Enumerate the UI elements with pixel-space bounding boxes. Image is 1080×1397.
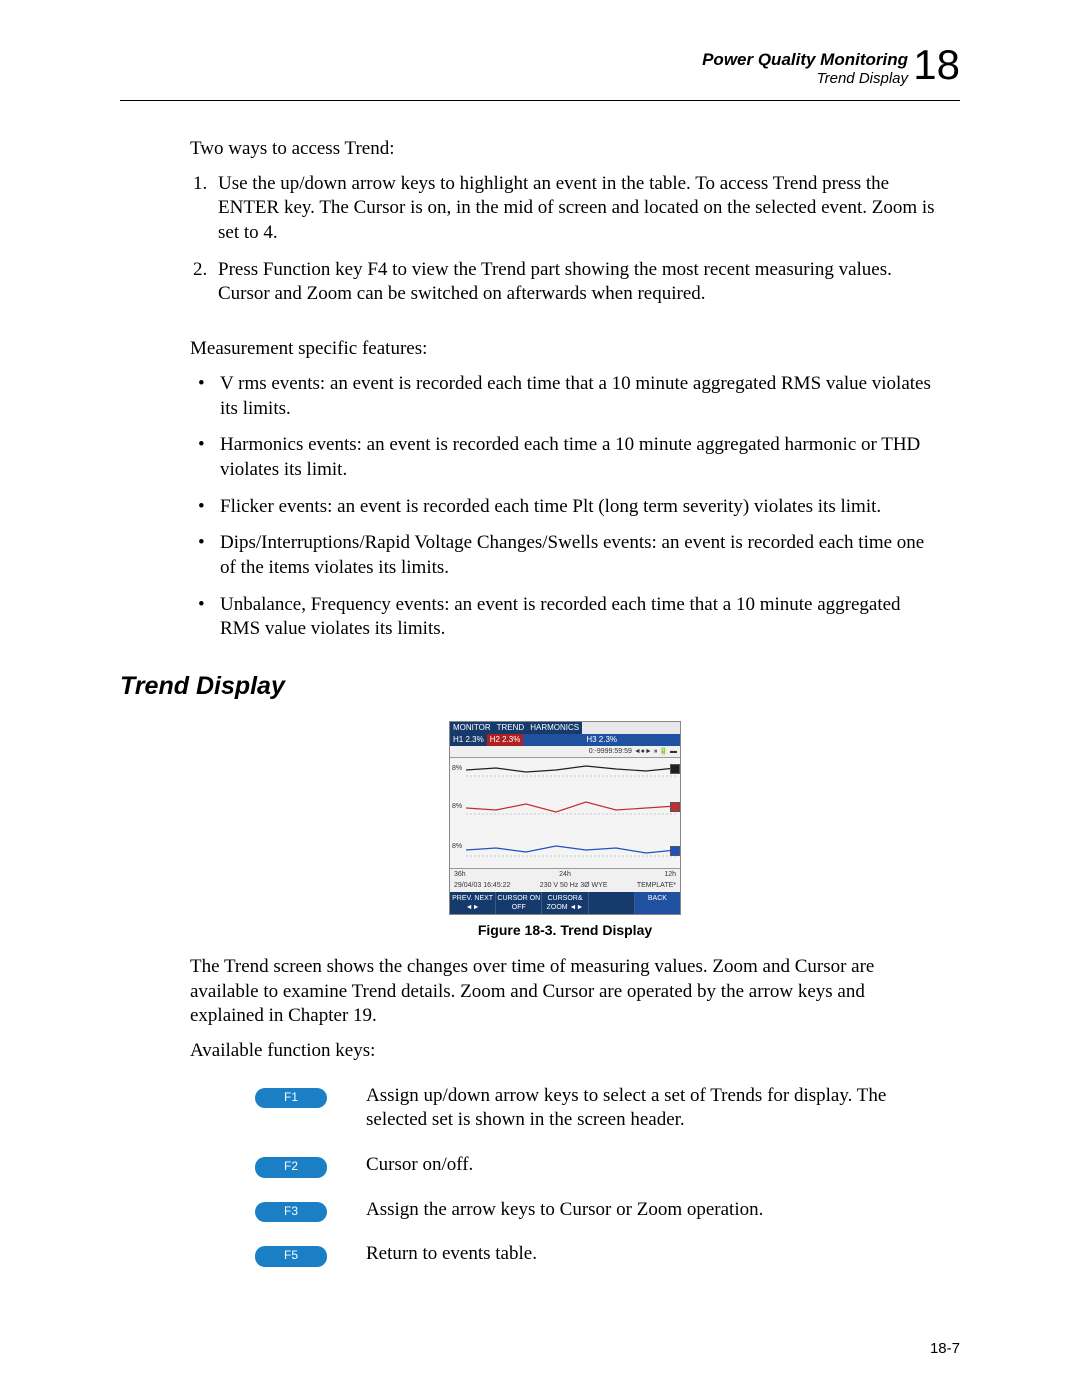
scr-xaxis-label: 36h <box>454 870 466 879</box>
intro-line: Two ways to access Trend: <box>190 137 940 162</box>
scr-softkey: BACK <box>635 892 680 914</box>
function-key-row: F2 Cursor on/off. <box>226 1143 916 1188</box>
function-key-table: F1 Assign up/down arrow keys to select a … <box>226 1074 916 1277</box>
bullet-item: Unbalance, Frequency events: an event is… <box>190 593 940 642</box>
numbered-list: Use the up/down arrow keys to highlight … <box>190 172 940 307</box>
bullet-item: Dips/Interruptions/Rapid Voltage Changes… <box>190 531 940 580</box>
scr-softkey: PREV. NEXT ◄► <box>450 892 496 914</box>
scr-softkey <box>589 892 635 914</box>
scr-xaxis-label: 24h <box>559 870 571 879</box>
scr-plot: 8% 8% 8% <box>450 757 680 869</box>
page: Power Quality Monitoring Trend Display 1… <box>0 0 1080 1397</box>
scr-plot-svg <box>466 758 676 868</box>
bullet-item: Flicker events: an event is recorded eac… <box>190 495 940 520</box>
function-key-badge: F1 <box>255 1088 327 1109</box>
scr-status: 29/04/03 16:45:22 230 V 50 Hz 3Ø WYE TEM… <box>450 880 680 891</box>
bullet-item: Harmonics events: an event is recorded e… <box>190 433 940 482</box>
function-key-cell: F1 <box>226 1074 356 1143</box>
scr-softkeys: PREV. NEXT ◄► CURSOR ON OFF CURSOR& ZOOM… <box>450 892 680 914</box>
function-key-desc: Assign up/down arrow keys to select a se… <box>356 1074 916 1143</box>
scr-softkey: CURSOR ON OFF <box>496 892 542 914</box>
function-key-row: F5 Return to events table. <box>226 1232 916 1277</box>
scr-title-seg: TREND <box>494 722 528 734</box>
page-header: Power Quality Monitoring Trend Display 1… <box>120 50 960 101</box>
function-key-badge: F2 <box>255 1157 327 1178</box>
header-text: Power Quality Monitoring Trend Display <box>702 50 908 87</box>
series-marker-icon <box>670 802 680 812</box>
content-body: Two ways to access Trend: Use the up/dow… <box>120 137 960 1277</box>
header-title-2: Trend Display <box>702 70 908 87</box>
figure-18-3: MONITOR TREND HARMONICS H1 2.3% H2 2.3% … <box>190 721 940 939</box>
bullet-list: V rms events: an event is recorded each … <box>190 372 940 642</box>
figure-caption: Figure 18-3. Trend Display <box>190 921 940 939</box>
scr-softkey: CURSOR& ZOOM ◄► <box>542 892 588 914</box>
scr-ylabel: 8% <box>452 802 462 811</box>
scr-harmonics-row: H1 2.3% H2 2.3% H3 2.3% <box>450 734 680 746</box>
scr-title-seg: MONITOR <box>450 722 494 734</box>
fk-intro: Available function keys: <box>190 1039 940 1064</box>
function-key-cell: F2 <box>226 1143 356 1188</box>
function-key-row: F1 Assign up/down arrow keys to select a … <box>226 1074 916 1143</box>
bullet-item: V rms events: an event is recorded each … <box>190 372 940 421</box>
numbered-item: Use the up/down arrow keys to highlight … <box>212 172 940 246</box>
scr-h-val: H1 2.3% <box>450 734 487 746</box>
scr-h-val: H2 2.3% <box>487 734 524 746</box>
header-title-1: Power Quality Monitoring <box>702 50 908 70</box>
chapter-number: 18 <box>913 44 960 86</box>
scr-xaxis-label: 12h <box>664 870 676 879</box>
scr-title-seg: HARMONICS <box>527 722 582 734</box>
page-number: 18-7 <box>930 1340 960 1357</box>
scr-h-val: H3 2.3% <box>523 734 680 746</box>
function-key-desc: Return to events table. <box>356 1232 916 1277</box>
function-key-row: F3 Assign the arrow keys to Cursor or Zoo… <box>226 1188 916 1233</box>
features-intro: Measurement specific features: <box>190 337 940 362</box>
function-key-desc: Cursor on/off. <box>356 1143 916 1188</box>
scr-titlebar: MONITOR TREND HARMONICS <box>450 722 680 734</box>
trend-screenshot: MONITOR TREND HARMONICS H1 2.3% H2 2.3% … <box>449 721 681 915</box>
function-key-desc: Assign the arrow keys to Cursor or Zoom … <box>356 1188 916 1233</box>
scr-info-line: 0:-9999:59:59 ◄●► ⏸ 🔋 ▬ <box>450 746 680 757</box>
function-key-cell: F5 <box>226 1232 356 1277</box>
trend-paragraph: The Trend screen shows the changes over … <box>190 955 940 1029</box>
scr-status-datetime: 29/04/03 16:45:22 <box>454 881 510 890</box>
series-marker-icon <box>670 846 680 856</box>
scr-ylabel: 8% <box>452 842 462 851</box>
function-key-badge: F3 <box>255 1202 327 1223</box>
numbered-item: Press Function key F4 to view the Trend … <box>212 258 940 307</box>
scr-xaxis: 36h 24h 12h <box>450 869 680 880</box>
scr-status-vhz: 230 V 50 Hz 3Ø WYE <box>540 881 608 890</box>
function-key-badge: F5 <box>255 1246 327 1267</box>
scr-ylabel: 8% <box>452 764 462 773</box>
scr-status-template: TEMPLATE* <box>637 881 676 890</box>
series-marker-icon <box>670 764 680 774</box>
function-key-cell: F3 <box>226 1188 356 1233</box>
section-heading: Trend Display <box>120 670 940 703</box>
